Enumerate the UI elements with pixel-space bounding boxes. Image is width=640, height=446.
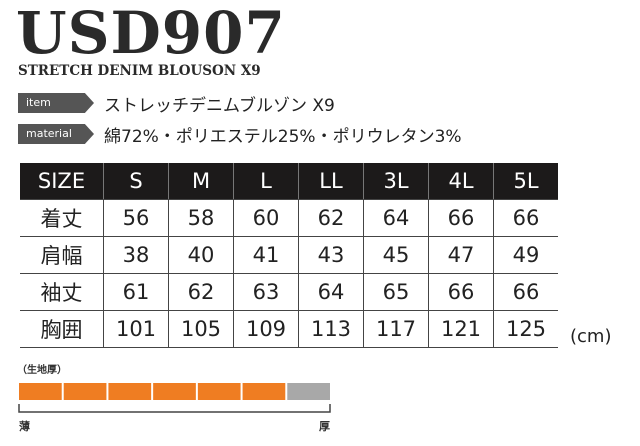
thickness-gauge [18,383,331,413]
gauge-segment [63,383,107,400]
gauge-segment [197,383,241,400]
cell: 65 [363,273,429,311]
cell: 63 [233,273,299,311]
cell: 105 [168,310,234,348]
gauge-segment [287,383,330,400]
cell: 43 [298,236,364,274]
cell: 125 [493,310,558,348]
header-cell: 3L [363,163,429,200]
header-cell: SIZE [20,163,104,200]
cell: 41 [233,236,299,274]
cell: 62 [298,199,364,237]
gauge-label: （生地厚） [17,365,67,376]
cell: 61 [103,273,169,311]
cell: 56 [103,199,169,237]
cell: 121 [428,310,494,348]
product-name: STRETCH DENIM BLOUSON X9 [18,63,261,79]
cell: 117 [363,310,429,348]
row-label: 着丈 [20,199,104,237]
cell: 113 [298,310,364,348]
gauge-thin: 薄 [19,420,30,433]
cell: 64 [363,199,429,237]
cell: 66 [493,199,558,237]
header-cell: 5L [493,163,558,200]
cell: 101 [103,310,169,348]
cell: 66 [428,273,494,311]
table-row: 肩幅 38 40 41 43 45 47 49 [20,236,558,274]
cell: 66 [493,273,558,311]
cell: 64 [298,273,364,311]
unit: (cm) [570,326,612,347]
spec-row: material 綿72%・ポリエステル25%・ポリウレタン3% [18,124,462,147]
size-table: SIZE S M L LL 3L 4L 5L 着丈 56 58 60 62 64 66 66 肩幅 38 40 41 4… [20,163,558,348]
row-label: 胸囲 [20,310,104,348]
row-label: 肩幅 [20,236,104,274]
cell: 58 [168,199,234,237]
spec-row: item ストレッチデニムブルゾン X9 [18,93,335,116]
gauge-segment [153,383,196,400]
cell: 109 [233,310,299,348]
spec-text: ストレッチデニムブルゾン X9 [104,95,335,116]
header-cell: M [168,163,234,200]
table-row: 胸囲 101 105 109 113 117 121 125 [20,310,558,348]
header-cell: S [103,163,169,200]
product-code: USD907 [16,0,286,67]
header-cell: 4L [428,163,494,200]
table-row: 袖丈 61 62 63 64 65 66 66 [20,273,558,311]
cell: 47 [428,236,494,274]
header-row: SIZE S M L LL 3L 4L 5L [20,163,558,200]
gauge-segment [19,383,62,400]
cell: 38 [103,236,169,274]
spec-text: 綿72%・ポリエステル25%・ポリウレタン3% [104,126,462,147]
header-cell: LL [298,163,364,200]
cell: 62 [168,273,234,311]
header-cell: L [233,163,299,200]
spec-label: material [18,124,94,144]
cell: 60 [233,199,299,237]
cell: 45 [363,236,429,274]
table-row: 着丈 56 58 60 62 64 66 66 [20,199,558,237]
gauge-segment [108,383,152,400]
spec-label: item [18,93,94,113]
gauge-segment [242,383,286,400]
cell: 40 [168,236,234,274]
cell: 49 [493,236,558,274]
cell: 66 [428,199,494,237]
gauge-thick: 厚 [319,420,330,433]
gauge-bracket [18,404,331,413]
row-label: 袖丈 [20,273,104,311]
